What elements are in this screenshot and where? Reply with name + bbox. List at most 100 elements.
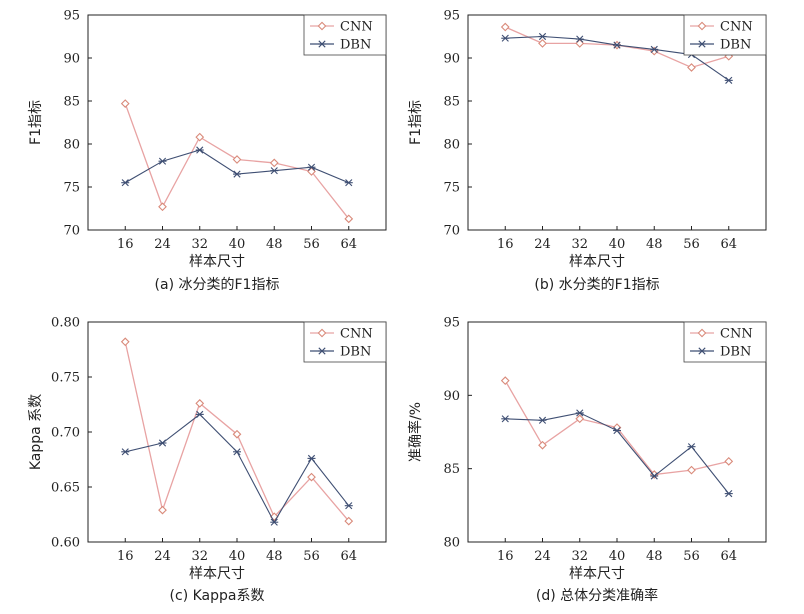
y-tick-label: 90: [443, 389, 460, 404]
legend-label-dbn: DBN: [720, 38, 751, 53]
x-tick-label: 56: [303, 237, 320, 252]
data-point-cnn: [500, 376, 510, 386]
x-tick-label: 48: [646, 549, 663, 564]
y-tick-label: 75: [63, 181, 80, 196]
x-axis-title: 样本尺寸: [569, 254, 625, 270]
data-point-cnn: [158, 505, 167, 515]
x-tick-label: 64: [340, 237, 357, 252]
legend-label-dbn: DBN: [340, 38, 371, 53]
data-point-cnn: [344, 214, 354, 224]
legend-marker-cnn: [317, 328, 327, 338]
legend-marker-cnn: [317, 21, 327, 31]
x-tick-label: 32: [191, 237, 208, 252]
legend-label-dbn: DBN: [720, 345, 751, 360]
x-tick-label: 16: [497, 237, 514, 252]
data-point-cnn: [195, 132, 205, 142]
x-axis-title: 样本尺寸: [189, 254, 245, 270]
x-axis-title: 样本尺寸: [569, 566, 625, 582]
x-tick-label: 32: [571, 237, 588, 252]
legend-marker-cnn: [697, 21, 707, 31]
y-axis-title: F1指标: [408, 100, 424, 145]
x-tick-label: 40: [229, 237, 246, 252]
y-tick-label: 75: [443, 181, 460, 196]
x-axis-title: 样本尺寸: [189, 566, 245, 582]
data-point-cnn: [724, 456, 734, 466]
x-tick-label: 64: [340, 549, 357, 564]
legend-box: [303, 14, 387, 56]
chart-caption: (b) 水分类的F1指标: [534, 277, 659, 293]
data-point-cnn: [687, 465, 696, 475]
y-axis-title: Kappa 系数: [28, 394, 44, 470]
y-tick-label: 0.75: [51, 371, 80, 386]
y-tick-label: 80: [443, 138, 460, 153]
legend-box: [303, 321, 387, 363]
y-axis-title: 准确率/%: [407, 402, 424, 462]
y-tick-label: 70: [63, 224, 80, 239]
x-tick-label: 48: [646, 237, 663, 252]
x-tick-label: 24: [154, 549, 171, 564]
y-tick-label: 85: [443, 462, 460, 477]
x-tick-label: 32: [571, 549, 588, 564]
data-point-cnn: [344, 516, 354, 526]
y-tick-label: 70: [443, 224, 460, 239]
y-tick-label: 90: [63, 52, 80, 67]
x-tick-label: 64: [720, 549, 737, 564]
data-point-cnn: [120, 99, 130, 108]
y-tick-label: 95: [63, 9, 80, 24]
series-line-dbn: [124, 149, 349, 184]
y-tick-label: 0.80: [51, 316, 80, 331]
chart-panel-1: 70 75 80 85 90 95 16 24 32 40 48 56 64 样本尺寸 F1指标 (a) 冰分…: [28, 9, 387, 293]
x-tick-label: 24: [154, 237, 171, 252]
chart-caption: (a) 冰分类的F1指标: [155, 277, 280, 293]
y-tick-label: 85: [443, 95, 460, 110]
y-tick-label: 95: [443, 316, 460, 331]
data-point-cnn: [307, 472, 316, 482]
y-tick-label: 95: [443, 9, 460, 24]
x-tick-label: 48: [266, 237, 283, 252]
data-point-cnn: [232, 155, 242, 164]
y-tick-label: 0.60: [51, 536, 80, 551]
legend-box: [683, 14, 767, 56]
x-tick-label: 32: [191, 549, 208, 564]
data-point-cnn: [687, 63, 696, 72]
x-tick-label: 64: [720, 237, 737, 252]
y-tick-label: 80: [63, 138, 80, 153]
y-tick-label: 0.70: [51, 426, 80, 441]
legend-label-cnn: CNN: [720, 20, 753, 35]
y-tick-label: 85: [63, 95, 80, 110]
data-point-cnn: [158, 202, 167, 212]
y-tick-label: 80: [443, 536, 460, 551]
legend-label-cnn: CNN: [720, 327, 753, 342]
chart-panel-4: 80 85 90 95 16 24 32 40 48 56 64 样本尺寸 准确率/% (d) 总体分类准…: [407, 316, 767, 604]
data-point-cnn: [575, 414, 585, 424]
data-point-cnn: [538, 39, 547, 48]
chart-panel-3: 0.60 0.65 0.70 0.75 0.80 16 24 32 40 48 56 64 样本尺寸 Ka…: [28, 316, 387, 604]
chart-caption: (d) 总体分类准确率: [536, 587, 658, 604]
x-tick-label: 48: [266, 549, 283, 564]
y-axis-title: F1指标: [28, 100, 44, 145]
x-tick-label: 16: [117, 549, 134, 564]
x-tick-label: 40: [609, 237, 626, 252]
x-tick-label: 24: [534, 237, 551, 252]
data-point-cnn: [269, 158, 279, 168]
chart-panel-2: 70 75 80 85 90 95 16 24 32 40 48 56 64 样本尺寸 F1指标 (b) 水分…: [408, 9, 767, 293]
data-point-cnn: [232, 429, 242, 439]
data-point-cnn: [500, 22, 510, 32]
data-point-cnn: [195, 399, 205, 408]
y-tick-label: 0.65: [51, 481, 80, 496]
y-tick-label: 90: [443, 52, 460, 67]
chart-caption: (c) Kappa系数: [170, 588, 265, 604]
x-tick-label: 24: [534, 549, 551, 564]
legend-label-cnn: CNN: [340, 327, 373, 342]
x-tick-label: 56: [683, 549, 700, 564]
legend-label-dbn: DBN: [340, 345, 371, 360]
data-point-cnn: [538, 440, 547, 450]
x-tick-label: 56: [683, 237, 700, 252]
x-tick-label: 40: [609, 549, 626, 564]
legend-box: [683, 321, 767, 363]
data-point-cnn: [120, 337, 130, 347]
x-tick-label: 16: [117, 237, 134, 252]
legend-marker-cnn: [697, 328, 707, 338]
x-tick-label: 16: [497, 549, 514, 564]
